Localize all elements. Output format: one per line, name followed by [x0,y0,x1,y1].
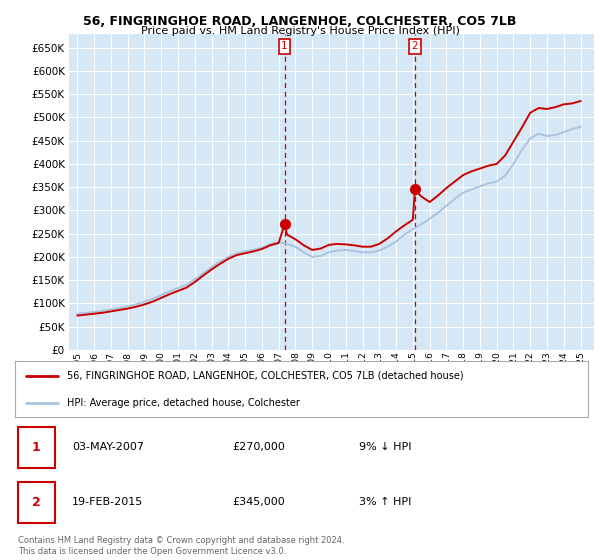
Text: HPI: Average price, detached house, Colchester: HPI: Average price, detached house, Colc… [67,398,299,408]
Text: 19-FEB-2015: 19-FEB-2015 [73,497,143,507]
Text: £345,000: £345,000 [233,497,286,507]
Text: £270,000: £270,000 [233,442,286,452]
Text: 03-MAY-2007: 03-MAY-2007 [73,442,145,452]
Bar [18,427,55,468]
Text: 56, FINGRINGHOE ROAD, LANGENHOE, COLCHESTER, CO5 7LB: 56, FINGRINGHOE ROAD, LANGENHOE, COLCHES… [83,15,517,27]
Text: 2: 2 [412,41,418,52]
Text: 1: 1 [281,41,288,52]
Text: Price paid vs. HM Land Registry's House Price Index (HPI): Price paid vs. HM Land Registry's House … [140,26,460,36]
Text: 56, FINGRINGHOE ROAD, LANGENHOE, COLCHESTER, CO5 7LB (detached house): 56, FINGRINGHOE ROAD, LANGENHOE, COLCHES… [67,371,463,381]
Bar [18,482,55,523]
Text: 9% ↓ HPI: 9% ↓ HPI [359,442,412,452]
Text: 1: 1 [32,441,41,454]
Text: 3% ↑ HPI: 3% ↑ HPI [359,497,411,507]
Text: Contains HM Land Registry data © Crown copyright and database right 2024.
This d: Contains HM Land Registry data © Crown c… [18,536,344,556]
Text: 2: 2 [32,496,41,509]
